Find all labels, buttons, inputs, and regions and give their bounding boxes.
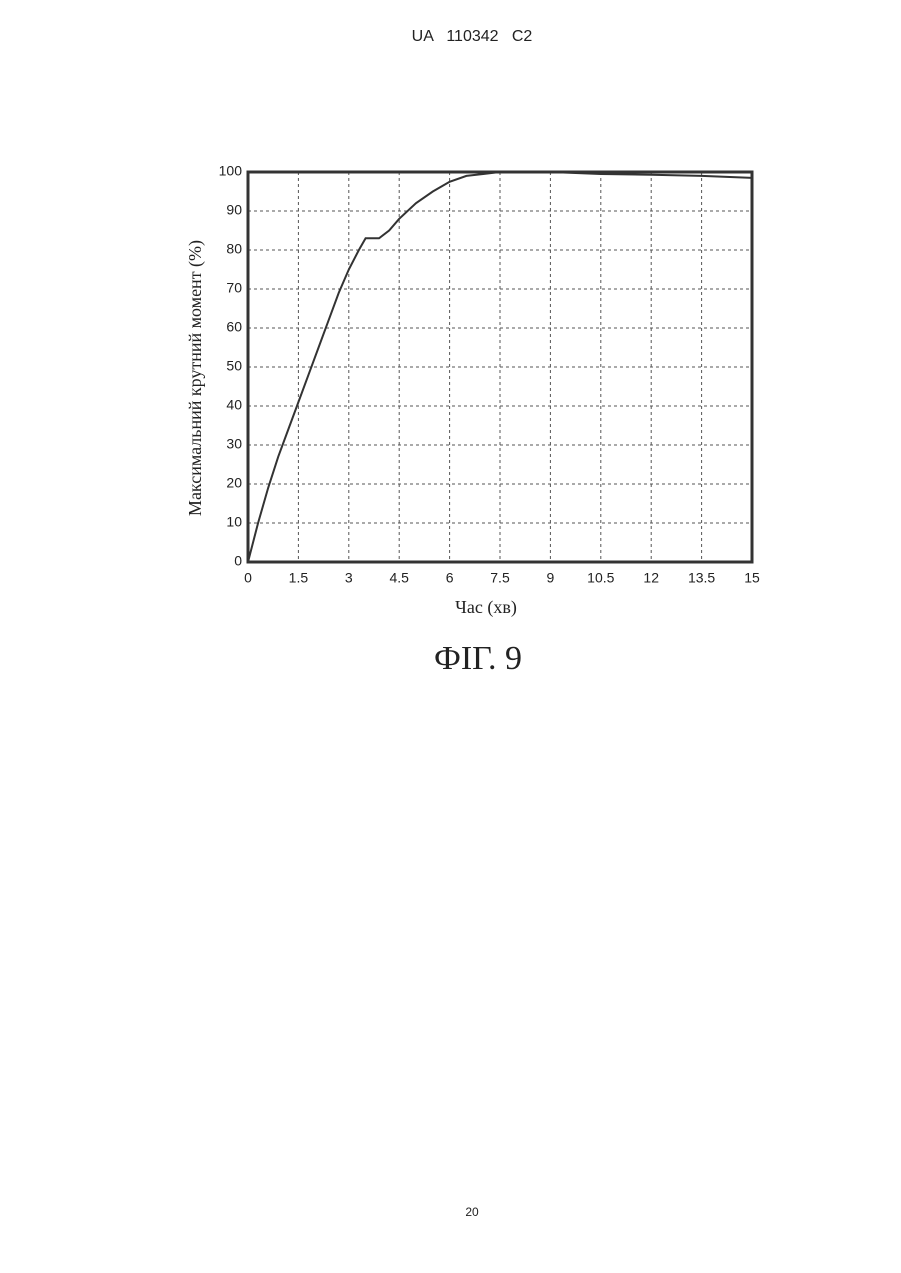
y-axis-label: Максимальний крутний момент (%) — [185, 240, 206, 516]
y-tick-label: 50 — [226, 358, 242, 374]
x-tick-label: 6 — [446, 570, 454, 586]
x-tick-label: 0 — [244, 570, 252, 586]
figure-caption: ФІГ. 9 — [434, 640, 522, 677]
page-number: 20 — [465, 1205, 479, 1219]
x-tick-label: 1.5 — [289, 570, 309, 586]
y-tick-label: 90 — [226, 202, 242, 218]
page: UA 110342 C2 Максимальний крутний момент… — [0, 0, 901, 1273]
y-tick-label: 20 — [226, 475, 242, 491]
y-tick-label: 100 — [219, 163, 243, 179]
y-tick-label: 40 — [226, 397, 242, 413]
y-tick-label: 10 — [226, 514, 242, 530]
x-tick-label: 15 — [744, 570, 760, 586]
x-tick-label: 7.5 — [490, 570, 510, 586]
y-tick-label: 80 — [226, 241, 242, 257]
y-tick-label: 30 — [226, 436, 242, 452]
x-tick-label: 3 — [345, 570, 353, 586]
x-axis-label: Час (хв) — [455, 597, 517, 618]
x-tick-label: 9 — [547, 570, 555, 586]
y-tick-label: 70 — [226, 280, 242, 296]
y-tick-label: 60 — [226, 319, 242, 335]
x-tick-label: 4.5 — [389, 570, 409, 586]
x-tick-label: 12 — [643, 570, 659, 586]
y-tick-label: 0 — [234, 553, 242, 569]
header: UA 110342 C2 — [412, 28, 533, 45]
x-tick-label: 13.5 — [688, 570, 715, 586]
x-tick-label: 10.5 — [587, 570, 614, 586]
